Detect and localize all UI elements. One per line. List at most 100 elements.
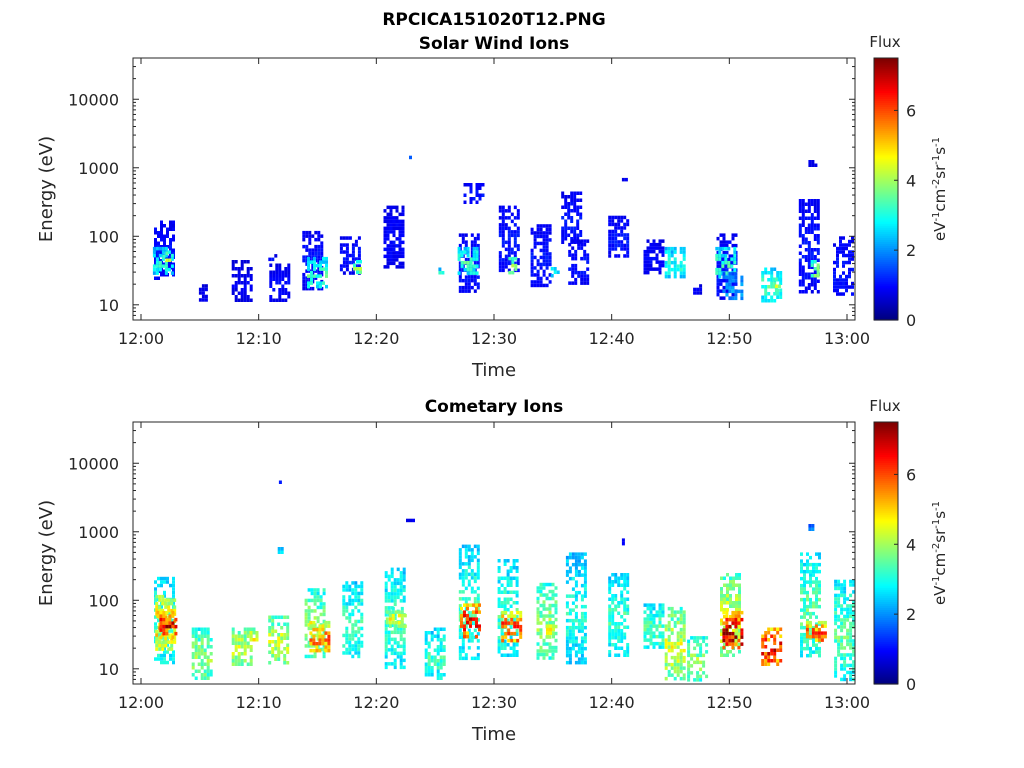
flux-cell xyxy=(269,274,273,278)
flux-cell xyxy=(652,267,656,271)
flux-cell xyxy=(667,250,671,254)
flux-cell xyxy=(281,284,285,288)
flux-cell xyxy=(302,244,306,249)
flux-cell xyxy=(249,267,253,271)
flux-cell xyxy=(461,233,465,237)
flux-cell xyxy=(623,632,627,636)
flux-cell xyxy=(473,576,477,580)
flux-cell xyxy=(469,190,473,194)
flux-cell xyxy=(849,674,853,678)
flux-cell xyxy=(574,573,578,577)
colorbar-cell xyxy=(874,170,898,174)
flux-cell xyxy=(171,635,175,639)
flux-cell xyxy=(498,226,502,231)
flux-cell xyxy=(286,643,290,647)
flux-cell xyxy=(166,231,169,235)
flux-cell xyxy=(280,650,284,654)
flux-cell xyxy=(157,245,160,249)
colorbar-cell xyxy=(874,261,898,265)
flux-cell xyxy=(779,641,783,645)
flux-cell xyxy=(840,667,844,671)
flux-cell xyxy=(275,263,279,267)
colorbar-cell xyxy=(874,494,898,498)
flux-cell xyxy=(504,216,508,220)
flux-cell xyxy=(357,640,361,645)
flux-cell xyxy=(398,261,402,266)
flux-cell xyxy=(725,628,729,632)
colorbar-cell xyxy=(874,140,898,144)
flux-cell xyxy=(545,642,549,646)
colorbar-cell xyxy=(874,641,898,645)
flux-cell xyxy=(314,251,318,256)
flux-cell xyxy=(812,587,815,591)
flux-cell xyxy=(576,205,580,209)
colorbar-cell xyxy=(874,235,898,238)
flux-cell xyxy=(732,653,735,657)
flux-cell xyxy=(848,267,851,272)
flux-cell xyxy=(779,288,783,292)
flux-cell xyxy=(231,634,235,638)
flux-cell xyxy=(608,590,612,594)
flux-cell xyxy=(813,237,817,241)
flux-cell xyxy=(774,277,778,281)
flux-cell xyxy=(801,272,805,276)
flux-cell xyxy=(812,580,815,584)
flux-cell xyxy=(580,242,584,247)
flux-cell xyxy=(567,212,571,216)
flux-cell xyxy=(351,637,355,641)
flux-cell xyxy=(548,238,552,242)
flux-cell xyxy=(623,587,627,591)
flux-cell xyxy=(539,628,543,632)
flux-cell xyxy=(243,291,247,295)
flux-cell xyxy=(204,294,208,299)
flux-cell xyxy=(696,678,700,682)
flux-cell xyxy=(345,236,349,240)
colorbar-cell xyxy=(874,259,898,263)
flux-cell xyxy=(727,264,731,268)
flux-cell xyxy=(626,247,630,251)
flux-cell xyxy=(470,639,474,643)
flux-cell xyxy=(157,252,160,256)
flux-cell xyxy=(626,653,630,657)
flux-cell xyxy=(170,257,174,261)
flux-cell xyxy=(191,641,195,645)
flux-cell xyxy=(234,274,238,278)
flux-cell xyxy=(345,588,349,592)
flux-cell xyxy=(467,278,471,283)
flux-cell xyxy=(200,631,204,635)
flux-cell xyxy=(551,589,555,594)
flux-cell xyxy=(158,605,162,609)
flux-cell xyxy=(577,618,581,623)
flux-cell xyxy=(658,617,662,621)
flux-cell xyxy=(357,630,361,634)
flux-cell xyxy=(646,267,650,271)
flux-patch xyxy=(800,552,821,658)
flux-cell xyxy=(536,642,540,646)
flux-cell xyxy=(643,263,647,268)
colorbar-tick-label: 2 xyxy=(906,241,916,260)
flux-cell xyxy=(386,233,390,238)
flux-cell xyxy=(473,614,477,619)
flux-cell xyxy=(209,638,213,642)
flux-cell xyxy=(779,274,783,278)
flux-cell xyxy=(161,643,165,648)
flux-patch xyxy=(249,627,259,642)
flux-cell xyxy=(157,255,160,259)
flux-cell xyxy=(803,632,806,637)
flux-cell xyxy=(457,257,461,261)
flux-cell xyxy=(160,252,163,256)
flux-cell xyxy=(237,662,241,666)
flux-cell xyxy=(158,594,162,599)
flux-cell xyxy=(552,627,555,632)
flux-cell xyxy=(565,636,569,640)
flux-cell xyxy=(473,572,477,577)
flux-cell xyxy=(513,631,517,636)
flux-cell xyxy=(842,278,845,282)
flux-cell xyxy=(512,653,516,657)
flux-cell xyxy=(249,659,253,663)
flux-cell xyxy=(400,624,404,628)
flux-cell xyxy=(761,295,765,299)
colorbar-cell xyxy=(874,152,898,156)
flux-cell xyxy=(565,629,569,633)
flux-cell xyxy=(776,631,780,635)
